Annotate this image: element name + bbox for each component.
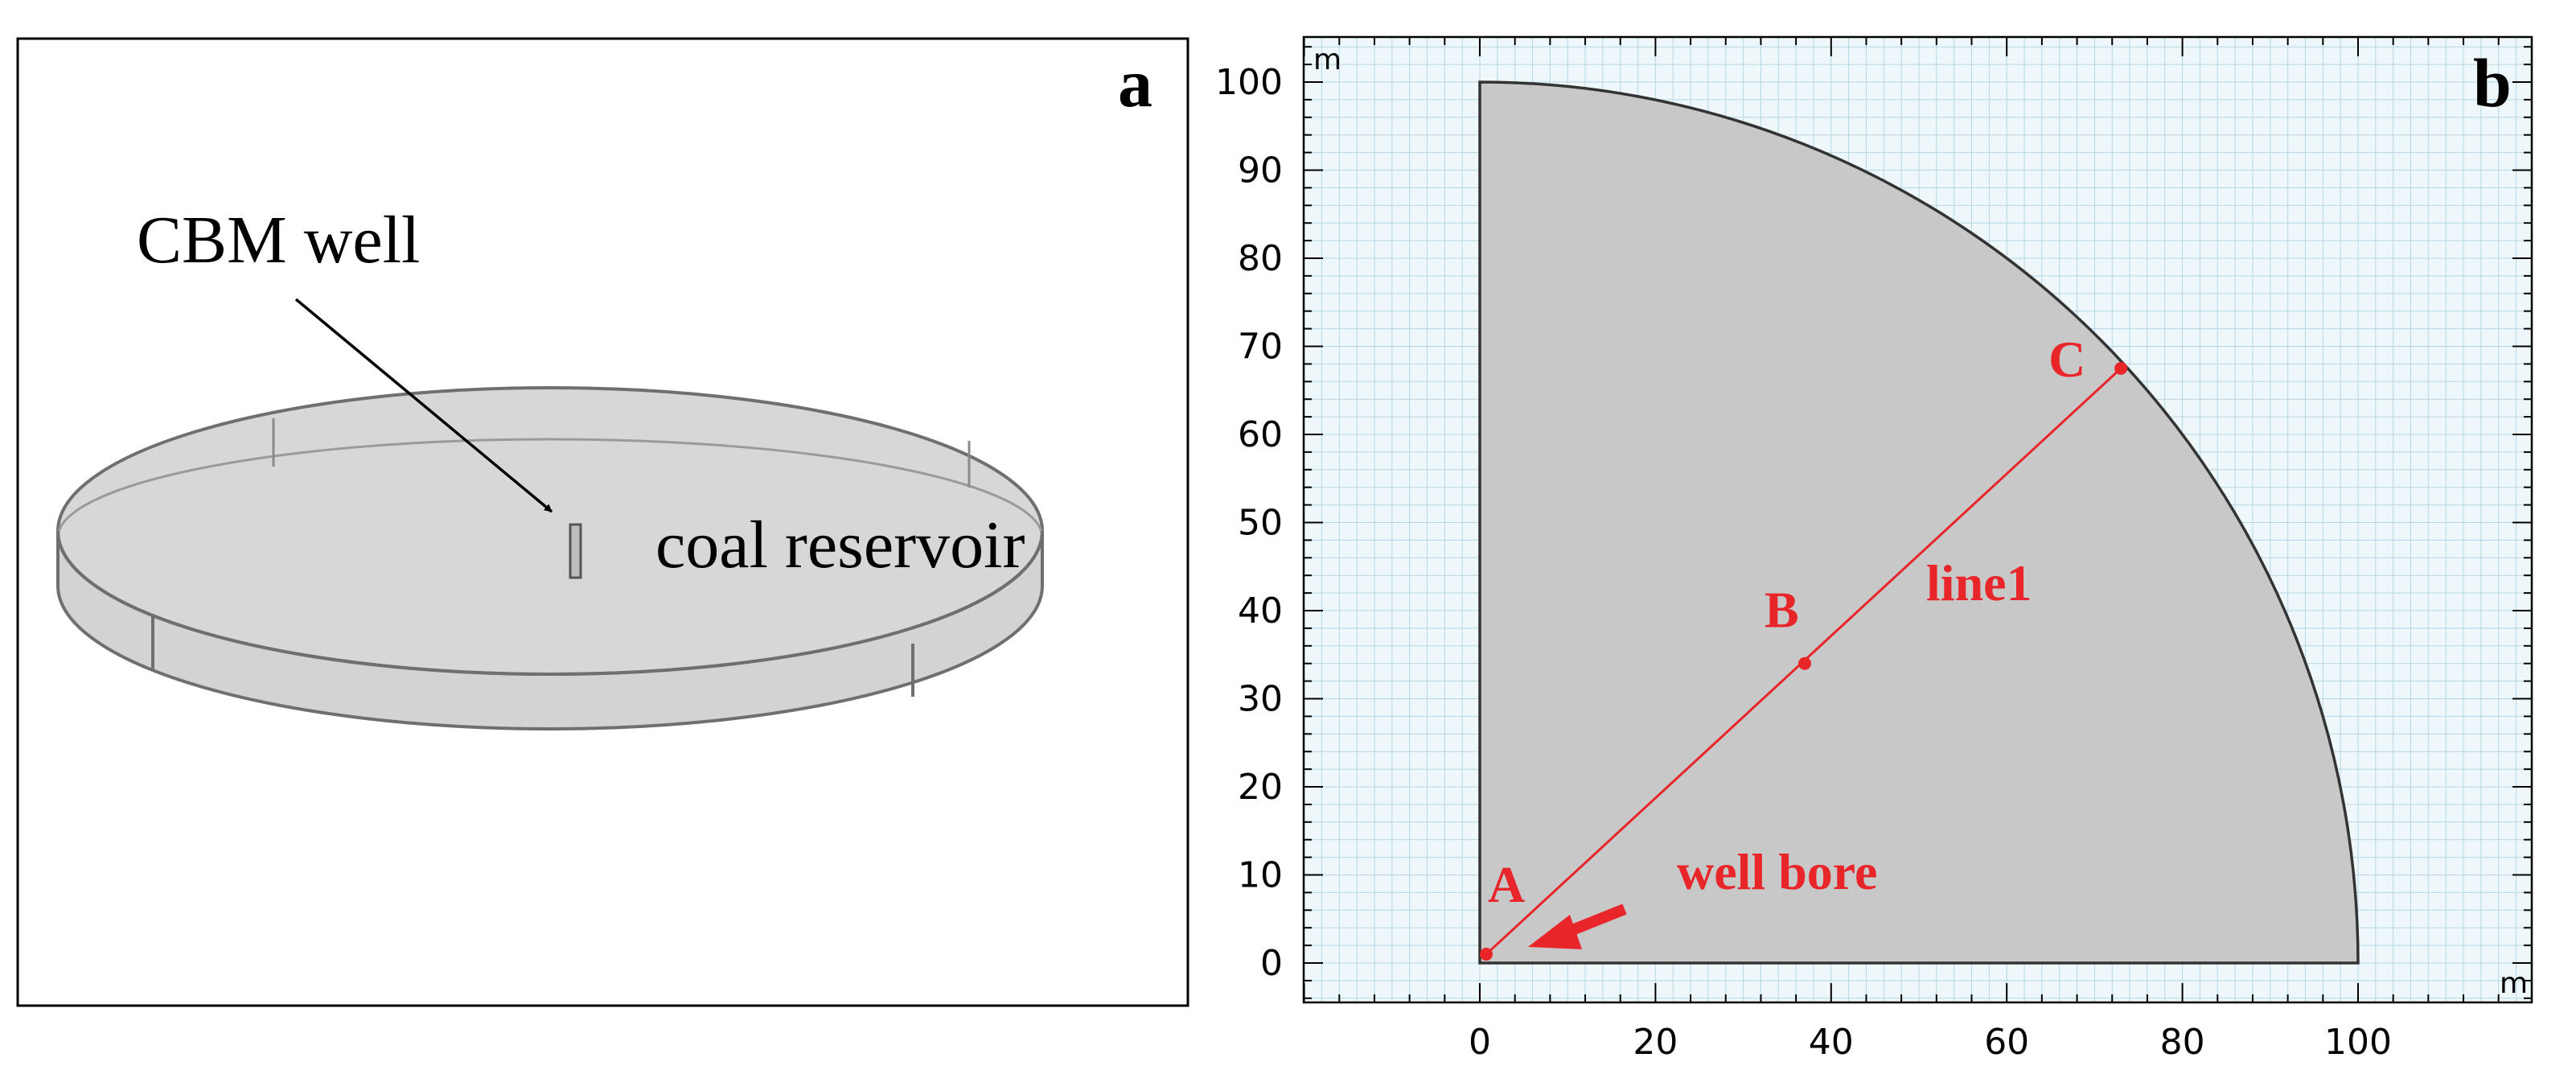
point-a-label: A	[1488, 856, 1525, 913]
x-tick-label: 100	[2324, 1022, 2392, 1063]
x-tick-label: 40	[1809, 1022, 1854, 1063]
x-tick-label: 0	[1469, 1022, 1491, 1063]
x-axis: 0 20 40 60 80 100	[1303, 37, 2500, 1063]
well-bore-label: well bore	[1677, 843, 1877, 900]
quarter-circle-domain	[1478, 80, 2360, 965]
y-tick-label: 80	[1238, 238, 1283, 279]
point-b-label: B	[1765, 582, 1799, 639]
y-tick-label: 10	[1238, 855, 1283, 896]
y-tick-label: 60	[1238, 414, 1283, 455]
point-b	[1798, 656, 1812, 670]
cbm-well	[569, 523, 582, 579]
line1-label: line1	[1926, 554, 2032, 611]
coal-reservoir-label: coal reservoir	[655, 508, 1025, 582]
panel-letter-a: a	[1118, 44, 1152, 121]
y-tick-label: 0	[1260, 943, 1283, 984]
plot-frame	[1302, 35, 2533, 1004]
panel-a: a CBM well coal reservoir	[16, 37, 1189, 1007]
x-tick-label: 80	[2160, 1022, 2205, 1063]
y-tick-label: 30	[1238, 679, 1283, 720]
unit-label-bottom: m	[2500, 967, 2528, 1000]
y-axis: 0 10 20 30 40 50 60 70 80 90 100	[1215, 46, 2532, 999]
point-c-label: C	[2048, 331, 2085, 388]
y-tick-label: 90	[1238, 150, 1283, 191]
cbm-well-label: CBM well	[137, 203, 420, 278]
point-c	[2114, 361, 2128, 375]
coal-reservoir-disk	[56, 386, 1044, 730]
y-tick-label: 40	[1238, 591, 1283, 632]
x-tick-label: 60	[1984, 1022, 2029, 1063]
well-pointer-arrow	[294, 298, 553, 513]
y-tick-label: 100	[1215, 62, 1283, 103]
y-tick-label: 20	[1238, 767, 1283, 808]
unit-label-top: m	[1313, 43, 1341, 76]
well-bore-arrow	[1528, 903, 1627, 949]
point-a	[1480, 948, 1493, 961]
panel-letter-b: b	[2473, 44, 2512, 121]
y-tick-label: 70	[1238, 327, 1283, 368]
x-tick-label: 20	[1633, 1022, 1678, 1063]
y-tick-label: 50	[1238, 503, 1283, 544]
